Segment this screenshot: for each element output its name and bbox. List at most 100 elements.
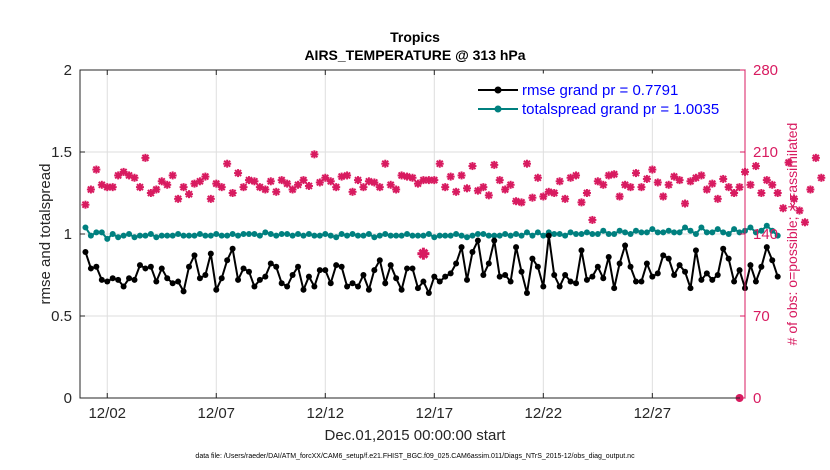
totalspread-point: [654, 229, 661, 236]
rmse-point: [164, 275, 171, 282]
nobs-point-stroke: [327, 177, 335, 185]
totalspread-point: [643, 229, 650, 236]
nobs-point: [582, 189, 591, 197]
nobs-point: [321, 173, 330, 182]
rmse-point: [349, 280, 356, 287]
rmse-point: [480, 272, 487, 278]
nobs-point: [408, 173, 417, 182]
nobs-point-stroke: [517, 198, 526, 207]
nobs-point-stroke: [125, 171, 133, 180]
totalspread-point: [360, 232, 367, 239]
nobs-point: [626, 183, 635, 192]
totalspread-point: [507, 232, 514, 239]
nobs-point: [495, 176, 504, 185]
nobs-point: [359, 183, 368, 192]
nobs-point: [713, 194, 722, 203]
nobs-point-stroke: [245, 176, 253, 184]
totalspread-point: [752, 229, 759, 236]
nobs-point-stroke: [512, 197, 520, 205]
nobs-point-stroke: [370, 178, 379, 187]
nobs-point: [315, 178, 324, 187]
totalspread-point: [758, 227, 765, 234]
totalspread-point: [725, 231, 732, 237]
nobs-point: [81, 200, 90, 209]
axes-layer: 12/02 12/07 12/12 12/17 12/22 12/27 0 0.5 1 1.5 2 0…: [51, 62, 778, 422]
totalspread-point: [295, 231, 302, 237]
nobs-point-stroke: [332, 183, 340, 191]
nobs-point: [659, 192, 668, 201]
nobs-point: [86, 185, 95, 194]
totalspread-point: [196, 231, 203, 237]
totalspread-point: [616, 227, 623, 234]
nobs-point: [522, 159, 531, 168]
nobs-point-stroke: [381, 160, 389, 168]
nobs-point: [457, 171, 466, 180]
rmse-point: [540, 283, 547, 290]
totalspread-point: [583, 229, 590, 236]
y2-axis-label: # of obs: o=possible; ∗=assimilated: [784, 123, 800, 346]
nobs-point-stroke: [724, 183, 733, 191]
totalspread-point: [267, 231, 274, 237]
legend-rmse-label: rmse grand pr = 0.7791: [522, 82, 678, 99]
rmse-point: [491, 237, 498, 244]
totalspread-point: [600, 227, 607, 234]
totalspread-point: [169, 232, 176, 239]
nobs-point-stroke: [670, 172, 678, 181]
nobs-point: [817, 173, 826, 182]
nobs-point-stroke: [752, 162, 760, 170]
nobs-point-stroke: [98, 181, 106, 189]
nobs-point: [92, 165, 101, 174]
rmse-point: [327, 280, 334, 287]
rmse-point: [643, 260, 650, 267]
legend-spread-label: totalspread grand pr = 1.0035: [522, 101, 719, 118]
nobs-point-stroke: [664, 181, 673, 189]
rmse-point: [338, 263, 345, 270]
nobs-point-stroke: [539, 192, 548, 201]
nobs-point-stroke: [201, 172, 210, 181]
totalspread-point: [638, 229, 645, 236]
rmse-point: [769, 257, 776, 264]
nobs-point: [795, 206, 804, 215]
rmse-point: [556, 283, 563, 290]
nobs-point: [348, 187, 357, 196]
rmse-point: [545, 232, 552, 239]
nobs-point-stroke: [386, 181, 395, 189]
nobs-point: [506, 180, 515, 189]
nobs-point-stroke: [168, 171, 177, 180]
totalspread-point: [496, 232, 503, 239]
totalspread-point: [311, 232, 318, 239]
rmse-point: [158, 265, 165, 272]
nobs-point: [648, 165, 657, 174]
nobs-point-stroke: [812, 154, 820, 162]
y-tick-label: 1.5: [51, 144, 72, 161]
rmse-point: [578, 247, 585, 254]
nobs-point: [206, 194, 215, 203]
rmse-point: [235, 276, 242, 283]
totalspread-point: [622, 229, 629, 236]
nobs-point-stroke: [343, 171, 351, 180]
rmse-point: [365, 286, 372, 293]
totalspread-point: [698, 224, 705, 231]
nobs-point-stroke: [659, 192, 667, 201]
rmse-point: [442, 273, 449, 280]
totalspread-point: [513, 231, 520, 237]
chart-subtitle: AIRS_TEMPERATURE @ 313 hPa: [304, 47, 525, 63]
nobs-point-stroke: [81, 201, 90, 209]
nobs-point-stroke: [436, 160, 444, 168]
y-tick-label: 0.5: [51, 308, 72, 325]
nobs-point: [675, 176, 684, 185]
nobs-point-stroke: [354, 176, 362, 184]
nobs-point: [386, 180, 395, 189]
totalspread-point: [300, 232, 307, 239]
rmse-point: [262, 273, 269, 280]
totalspread-point: [420, 232, 427, 239]
nobs-point-stroke: [223, 160, 231, 168]
totalspread-point: [480, 231, 487, 237]
totalspread-point: [305, 231, 312, 237]
nobs-point-stroke: [594, 177, 602, 185]
nobs-point: [599, 180, 608, 189]
totalspread-point: [573, 231, 580, 237]
totalspread-point: [671, 229, 678, 236]
nobs-point-stroke: [321, 174, 329, 182]
